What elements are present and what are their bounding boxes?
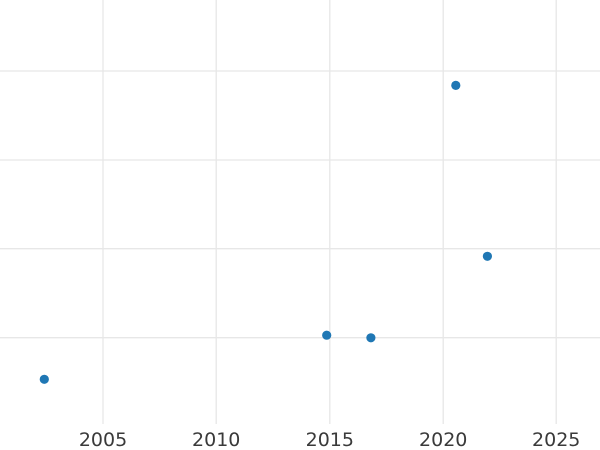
- scatter-point: [482, 251, 492, 261]
- scatter-point: [366, 333, 376, 343]
- x-tick-label: 2015: [306, 429, 354, 450]
- x-tick-label: 2020: [419, 429, 467, 450]
- scatter-point: [322, 330, 332, 340]
- x-tick-label: 2025: [532, 429, 580, 450]
- scatter-point: [451, 80, 461, 90]
- x-tick-label: 2010: [192, 429, 240, 450]
- x-tick-label: 2005: [79, 429, 127, 450]
- scatter-point: [39, 374, 49, 384]
